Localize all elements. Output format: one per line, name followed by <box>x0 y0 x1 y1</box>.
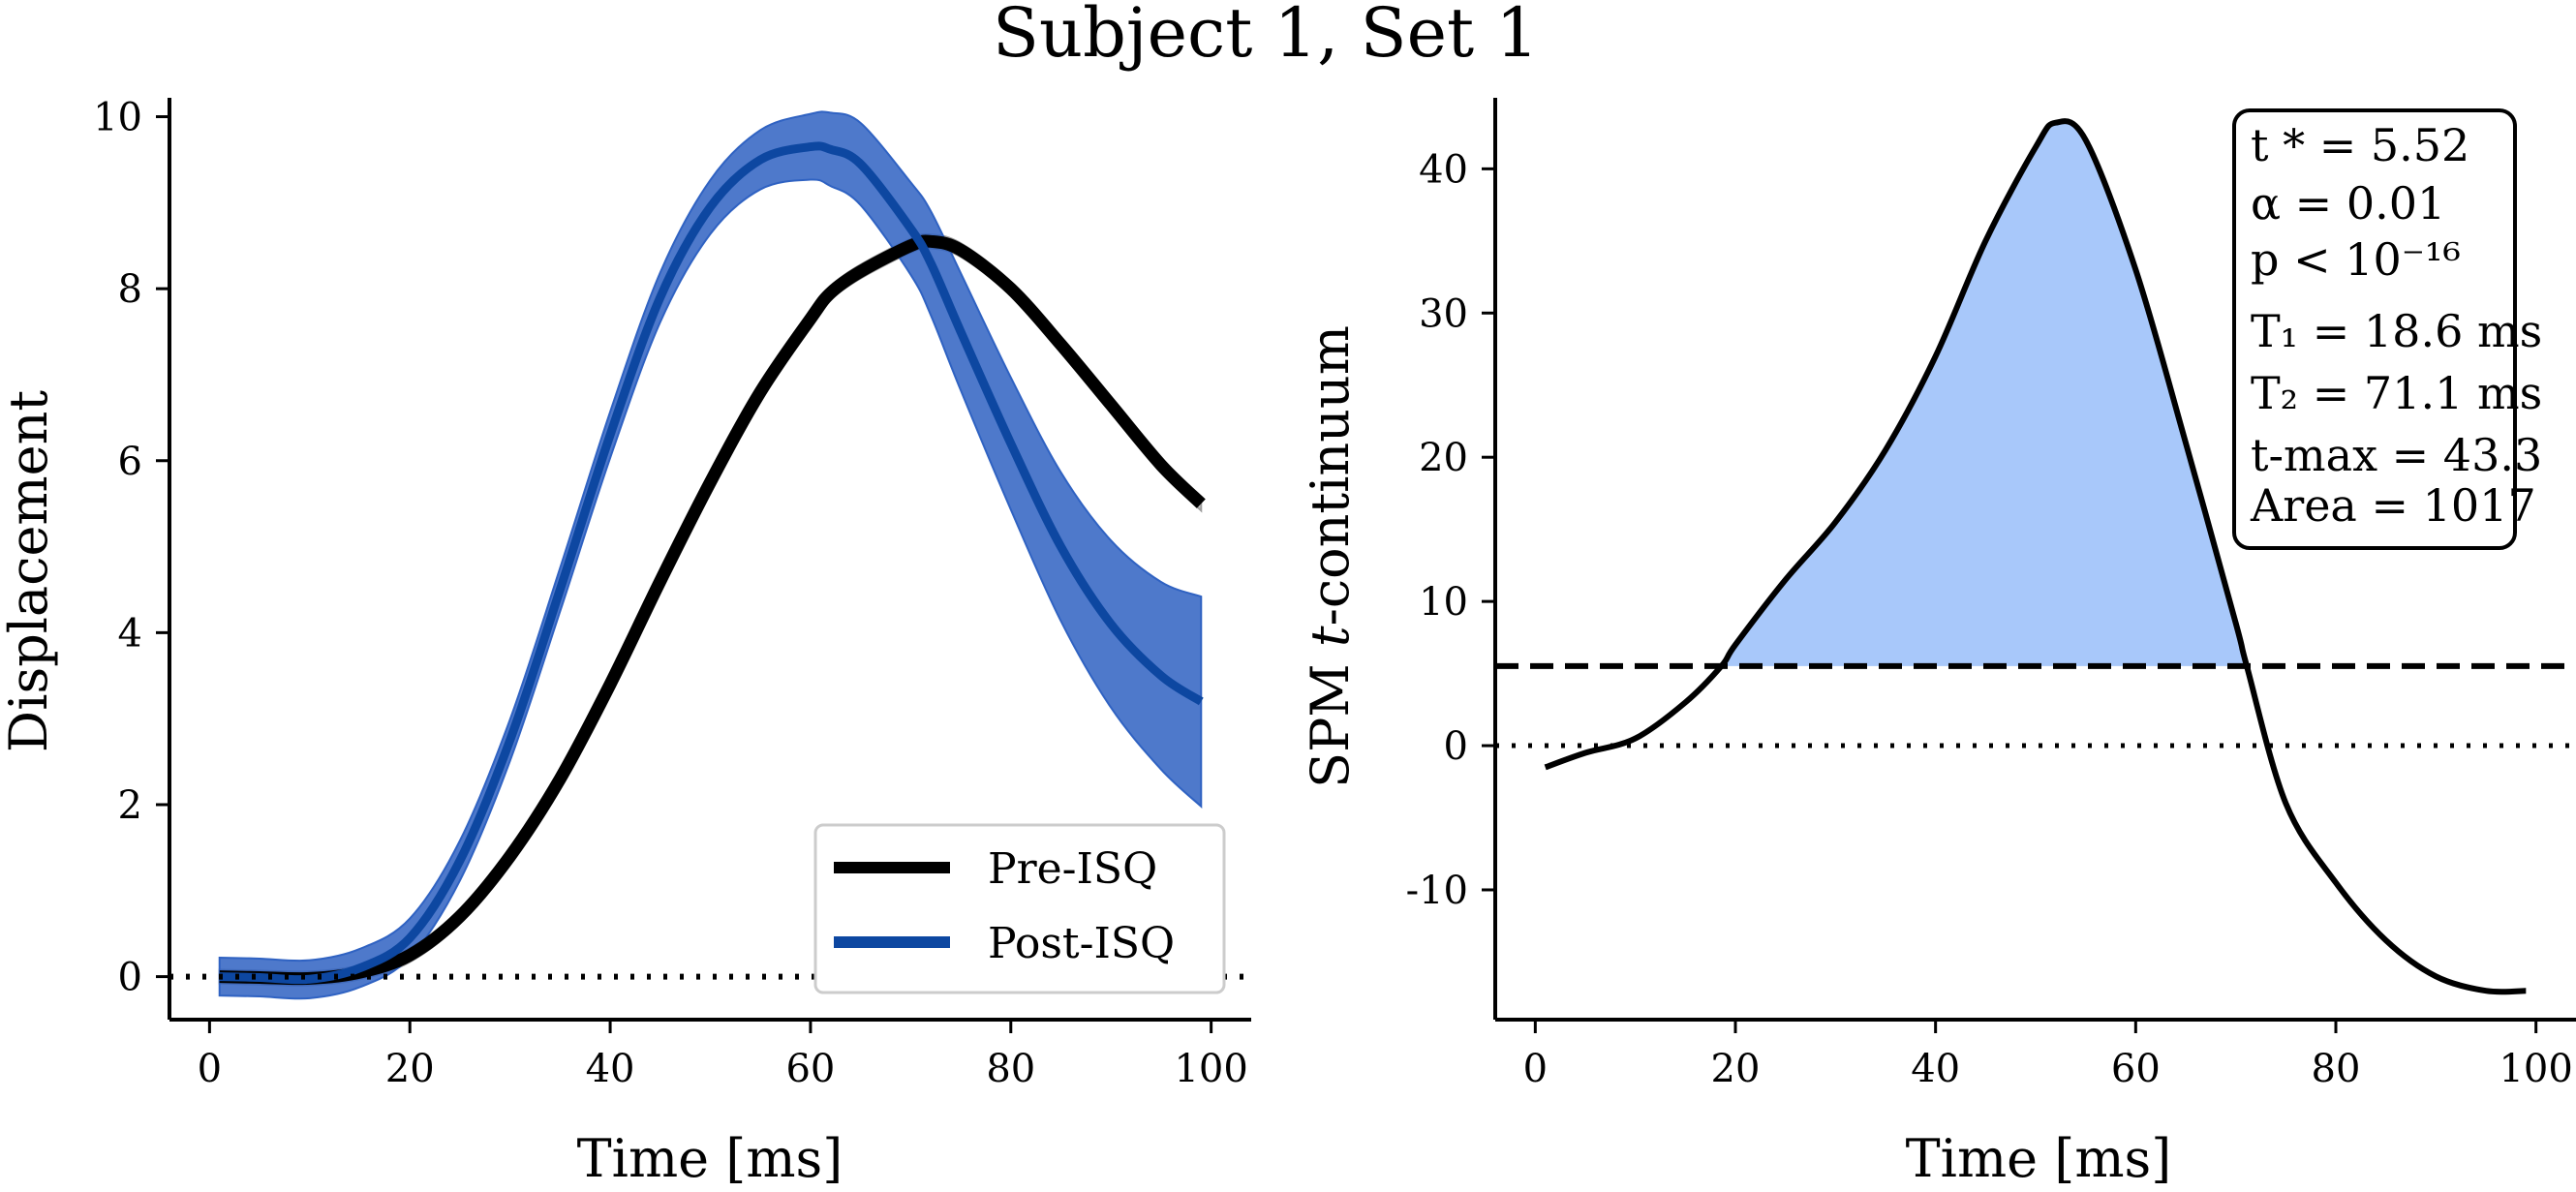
left-x-tick-label: 60 <box>785 1047 835 1091</box>
left-panel: 0 20 40 60 80 100 0 2 4 6 8 10 Time [ms] Displaceme… <box>0 96 1251 1189</box>
series-line-pre-isq <box>219 234 1206 986</box>
left-x-tick-label: 80 <box>986 1047 1035 1091</box>
stats-box-frame <box>2232 108 2517 550</box>
left-y-axis-label: Displacement <box>0 390 59 752</box>
left-x-tick-label: 40 <box>586 1047 635 1091</box>
legend-label-pre: Pre-ISQ <box>988 844 1157 894</box>
right-x-tick-label: 80 <box>2312 1047 2361 1091</box>
stats-box: t * = 5.52 α = 0.01 p < 10⁻¹⁶ T₁ = 18.6 … <box>2232 108 2542 550</box>
figure-title: Subject 1, Set 1 <box>993 0 1539 73</box>
left-x-axis-label: Time [ms] <box>577 1128 843 1189</box>
left-axes: 0 20 40 60 80 100 0 2 4 6 8 10 <box>93 96 1251 1091</box>
stat-critical-threshold: t * = 5.52 <box>2251 119 2469 171</box>
legend-label-post: Post-ISQ <box>988 919 1175 968</box>
right-series-lines <box>1544 118 2527 995</box>
right-y-tick-label: 40 <box>1419 147 1468 192</box>
right-y-axis-label-suffix: -continuum <box>1300 325 1361 626</box>
spm-t-statistic-line <box>1544 118 2527 995</box>
right-x-tick-label: 100 <box>2499 1047 2572 1091</box>
right-y-tick-label: 20 <box>1419 436 1468 480</box>
stat-t1: T₁ = 18.6 ms <box>2251 305 2542 357</box>
right-panel: 0 20 40 60 80 100 -10 0 10 20 30 40 Time [ms] SPM t… <box>1300 98 2576 1189</box>
right-y-tick-label: 10 <box>1419 580 1468 625</box>
left-x-tick-label: 100 <box>1174 1047 1247 1091</box>
left-x-tick-label: 0 <box>198 1047 222 1091</box>
right-x-tick-label: 0 <box>1523 1047 1548 1091</box>
right-x-axis-label: Time [ms] <box>1906 1128 2172 1189</box>
stat-alpha: α = 0.01 <box>2251 177 2445 229</box>
left-y-tick-label: 2 <box>118 783 142 828</box>
right-y-axis-label-prefix: SPM <box>1300 647 1361 788</box>
right-x-tick-label: 60 <box>2111 1047 2161 1091</box>
left-y-tick-label: 6 <box>118 440 142 484</box>
stat-t2: T₂ = 71.1 ms <box>2251 367 2542 419</box>
right-y-tick-label: 0 <box>1444 724 1468 769</box>
left-y-tick-label: 0 <box>118 956 142 1000</box>
stat-t-max: t-max = 43.3 <box>2251 429 2542 481</box>
suprathreshold-cluster-fill <box>1721 121 2248 666</box>
legend: Pre-ISQ Post-ISQ <box>813 823 1226 994</box>
right-y-axis-label-t: t <box>1300 626 1361 647</box>
band-post-isq <box>218 110 1203 1000</box>
left-x-tick-label: 20 <box>385 1047 435 1091</box>
right-x-tick-label: 20 <box>1711 1047 1761 1091</box>
series-line-post-isq <box>219 141 1204 985</box>
left-y-tick-label: 4 <box>118 611 142 656</box>
stat-p-value: p < 10⁻¹⁶ <box>2251 233 2461 286</box>
right-y-tick-label: -10 <box>1406 869 1468 913</box>
left-series-lines <box>219 141 1206 986</box>
left-y-tick-label: 8 <box>118 267 142 312</box>
right-axes: 0 20 40 60 80 100 -10 0 10 20 30 40 <box>1406 98 2576 1091</box>
right-y-axis-label: SPM t-continuum <box>1300 325 1361 788</box>
right-y-tick-label: 30 <box>1419 291 1468 336</box>
right-x-tick-label: 40 <box>1911 1047 1960 1091</box>
left-y-tick-label: 10 <box>93 96 142 140</box>
stat-area: Area = 1017 <box>2250 479 2536 532</box>
